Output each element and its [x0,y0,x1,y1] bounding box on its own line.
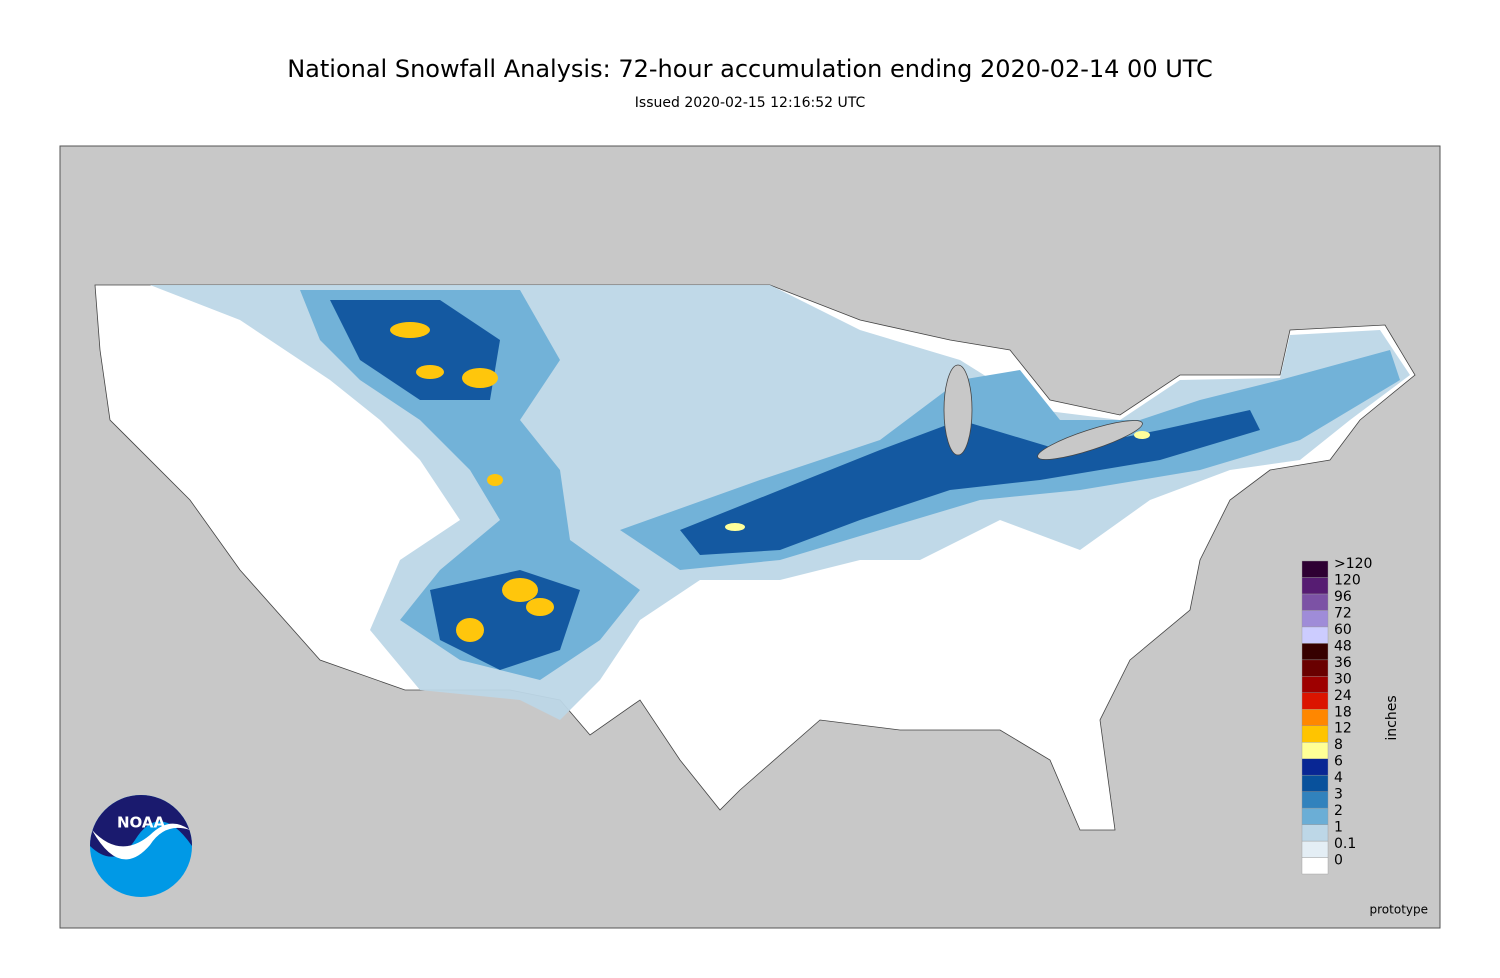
legend-swatch [1301,577,1329,595]
legend-label: 2 [1334,803,1343,819]
noaa-logo: NOAA [90,795,192,897]
legend-swatch [1301,725,1329,743]
lake-michigan [943,364,973,456]
legend-label: 8 [1334,737,1343,753]
legend-swatch [1301,593,1329,611]
legend-swatch [1301,659,1329,677]
snow-areas [150,285,1410,720]
legend-label: >120 [1334,556,1372,572]
legend-label: 36 [1334,655,1352,671]
legend-swatch [1301,560,1329,578]
logo-text: NOAA [117,814,166,832]
legend-label: 0 [1334,853,1343,869]
legend-label: 1 [1334,820,1343,836]
legend-swatch [1301,857,1329,875]
legend-label: 0.1 [1334,836,1356,852]
legend-label: 48 [1334,638,1352,654]
legend-label: 4 [1334,770,1343,786]
subtitle: Issued 2020-02-15 12:16:52 UTC [635,95,866,111]
legend-label: 12 [1334,721,1352,737]
legend-swatch [1301,807,1329,825]
legend-swatch [1301,774,1329,792]
legend-swatch [1301,643,1329,661]
legend-swatch [1301,758,1329,776]
legend-swatch [1301,709,1329,726]
legend-label: 96 [1334,589,1352,605]
legend-swatch [1301,692,1329,710]
legend-label: 120 [1334,572,1361,588]
legend-label: 18 [1334,704,1352,720]
legend-swatch [1301,824,1329,842]
legend-label: 72 [1334,605,1352,621]
map [59,145,1441,929]
legend-label: 3 [1334,787,1343,803]
lake-erie [1037,420,1143,460]
title: National Snowfall Analysis: 72-hour accu… [287,55,1213,83]
legend-label: 30 [1334,671,1352,687]
legend-label: 60 [1334,622,1352,638]
legend-swatch [1301,791,1329,809]
legend-swatch [1301,676,1329,693]
legend-swatch [1301,610,1329,628]
legend-swatch [1301,840,1329,858]
legend-label: 6 [1334,754,1343,770]
legend-swatch [1301,626,1329,644]
legend-label: 24 [1334,688,1352,704]
legend-unit: inches [1384,695,1400,740]
legend-swatch [1301,742,1329,759]
footer-note: prototype [1370,903,1428,917]
